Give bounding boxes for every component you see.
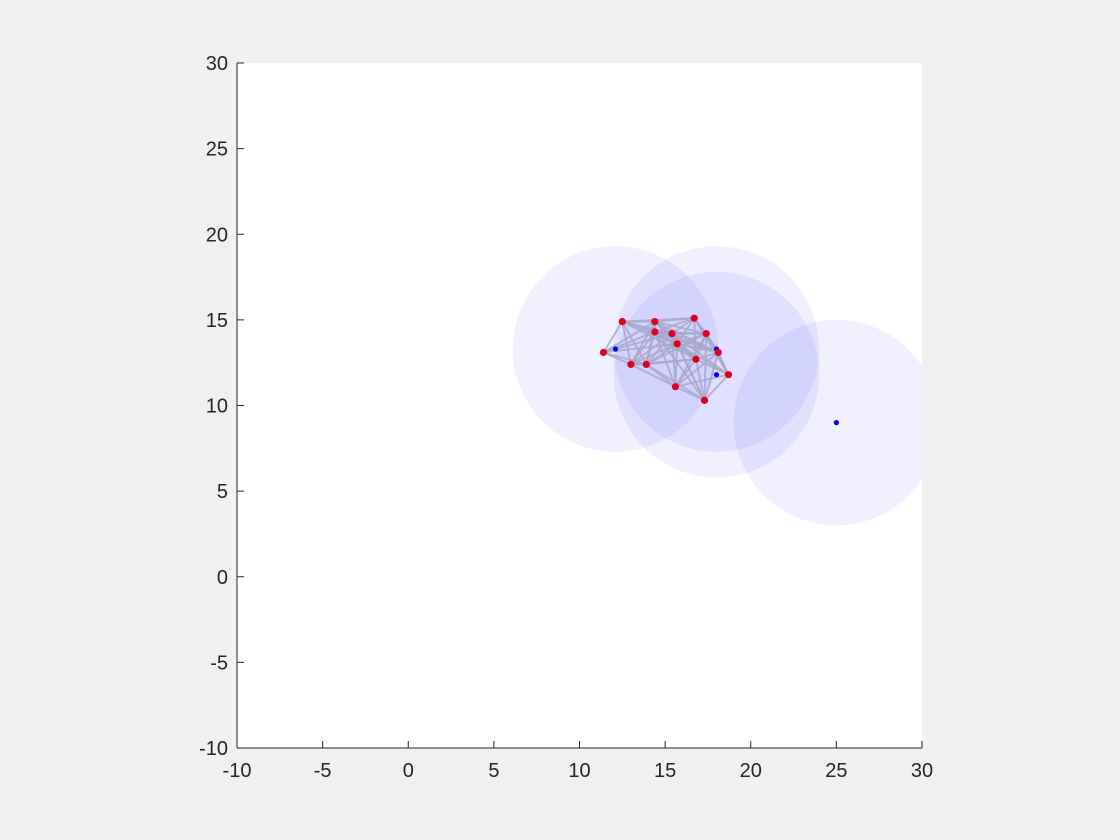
edge-71 [695, 351, 719, 361]
x-tick-label-1: -5 [314, 760, 332, 782]
edges [602, 317, 730, 402]
y-tick-label-4: 10 [206, 396, 228, 418]
edge-65 [693, 318, 697, 360]
node-point-12 [700, 396, 709, 404]
x-tick-label-3: 5 [488, 760, 499, 782]
edge-0 [602, 321, 624, 353]
edge-47 [671, 317, 695, 335]
x-tick-label-4: 10 [568, 760, 590, 782]
edge-39 [653, 331, 677, 388]
x-tick-label-5: 15 [654, 760, 676, 782]
edge-70 [694, 359, 706, 401]
coverage-circle-3 [733, 319, 922, 526]
node-point-7 [673, 340, 681, 348]
node-point-6 [668, 329, 676, 338]
edge-23 [645, 331, 656, 365]
edge-57 [676, 343, 706, 401]
edge-14 [621, 320, 697, 361]
y-tick-label-5: 15 [206, 310, 228, 332]
y-tick-label-1: -5 [210, 652, 228, 674]
node-point-5 [651, 328, 659, 336]
y-tick-label-8: 30 [206, 53, 228, 75]
node-point-11 [702, 329, 710, 338]
edge-76 [703, 352, 720, 401]
edge-63 [674, 351, 719, 388]
edge-77 [703, 373, 730, 402]
edge-69 [695, 333, 708, 360]
x-tick-label-7: 25 [825, 760, 847, 782]
y-tick-label-3: 5 [217, 481, 228, 503]
node-point-10 [692, 355, 700, 363]
edge-64 [675, 373, 729, 388]
anchor-point-2 [713, 372, 720, 378]
y-tick-label-0: -10 [199, 738, 228, 760]
node-point-8 [671, 383, 680, 391]
edge-56 [676, 332, 707, 345]
edge-43 [654, 331, 706, 401]
edge-62 [674, 385, 705, 402]
edge-8 [621, 321, 648, 365]
edge-54 [676, 317, 696, 345]
node-point-14 [724, 371, 733, 379]
node-point-9 [690, 314, 698, 322]
y-tick-label-2: 0 [217, 567, 228, 589]
axes-background [237, 63, 922, 748]
edge-40 [654, 317, 695, 333]
edge-53 [674, 343, 679, 387]
edge-7 [621, 321, 632, 365]
anchor-point-0 [612, 346, 619, 352]
edge-52 [671, 332, 730, 376]
edge-61 [674, 333, 708, 388]
axes: -10 -5 0 5 10 15 20 25 30 -10 -5 0 5 10 15 20 25 30 [199, 53, 933, 782]
edge-16 [630, 321, 656, 365]
edge-20 [630, 363, 676, 388]
edge-33 [654, 317, 695, 323]
node-point-13 [714, 348, 722, 357]
node-point-2 [627, 360, 635, 368]
x-tick-label-0: -10 [223, 760, 252, 782]
y-tick-label-7: 25 [206, 139, 228, 161]
y-tick-label-6: 20 [206, 224, 228, 246]
x-tick-label-2: 0 [403, 760, 414, 782]
node-point-1 [618, 317, 626, 326]
edge-73 [703, 333, 708, 401]
edge-78 [717, 351, 730, 376]
x-tick-label-8: 30 [911, 760, 933, 782]
node-point-3 [642, 360, 650, 368]
x-tick-label-6: 20 [740, 760, 762, 782]
edge-2 [603, 351, 647, 366]
node-point-4 [651, 317, 659, 326]
anchor-point-3 [833, 420, 839, 426]
edge-27 [646, 358, 697, 366]
edge-72 [695, 358, 729, 376]
node-point-0 [599, 348, 608, 357]
nodes [599, 314, 733, 404]
